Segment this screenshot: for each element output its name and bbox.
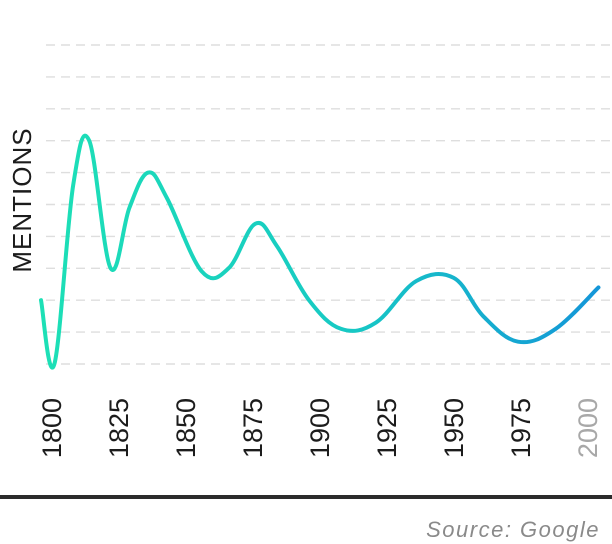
- x-tick-labels: 1800 1825 1850 1875 1900 1925 1950 1975 2000: [37, 398, 603, 458]
- x-tick-label: 1875: [238, 398, 268, 458]
- x-tick-label: 1850: [171, 398, 201, 458]
- x-tick-label: 1925: [372, 398, 402, 458]
- x-tick-label: 1975: [506, 398, 536, 458]
- x-tick-label: 1900: [305, 398, 335, 458]
- grid-lines: [46, 44, 612, 365]
- source-note: Source: Google: [426, 517, 600, 542]
- series-group: [39, 133, 601, 370]
- x-tick-label: 2000: [573, 398, 603, 458]
- series-line: [39, 133, 601, 370]
- x-tick-label: 1950: [439, 398, 469, 458]
- y-axis-label: MENTIONS: [7, 127, 37, 272]
- x-tick-label: 1825: [104, 398, 134, 458]
- x-tick-label: 1800: [37, 398, 67, 458]
